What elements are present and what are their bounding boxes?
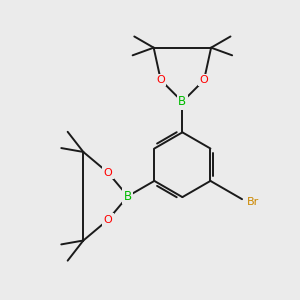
Text: O: O [104, 168, 112, 178]
Text: O: O [104, 215, 112, 225]
Text: B: B [124, 190, 132, 203]
Text: O: O [156, 75, 165, 85]
Text: O: O [200, 75, 208, 85]
Text: B: B [178, 95, 187, 108]
Text: Br: Br [247, 196, 259, 206]
